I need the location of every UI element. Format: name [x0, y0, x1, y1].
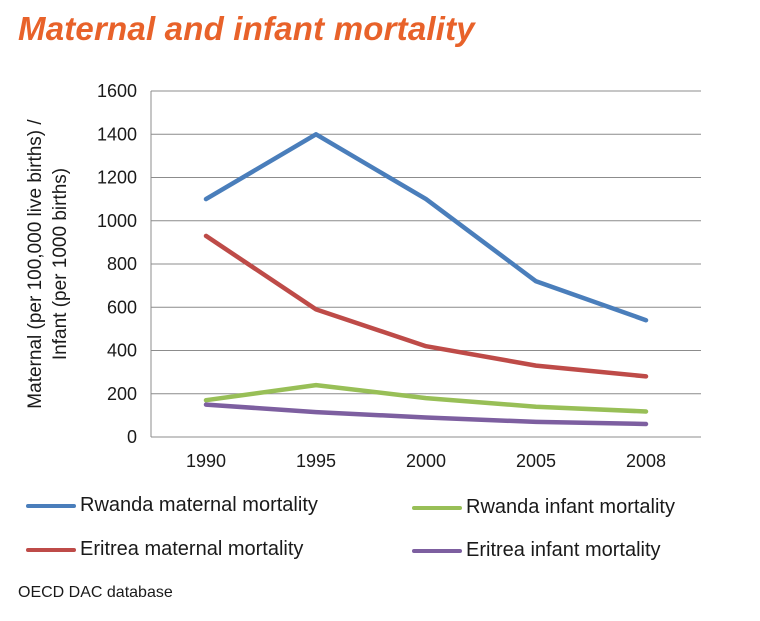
x-tick-label: 2000 [406, 451, 446, 471]
y-axis-label-line: Infant (per 1000 births) [50, 168, 71, 360]
series-line-rwanda-infant-mortality [203, 382, 649, 414]
y-tick-label: 1200 [97, 168, 137, 188]
series-line-rwanda-maternal-mortality [203, 132, 649, 323]
series-line-eritrea-maternal-mortality [203, 233, 649, 379]
y-tick-label: 400 [107, 341, 137, 361]
chart-title: Maternal and infant mortality [18, 10, 475, 47]
x-tick-label: 1995 [296, 451, 336, 471]
y-tick-label: 600 [107, 297, 137, 317]
y-tick-label: 0 [127, 427, 137, 447]
series-lines [203, 132, 649, 427]
x-tick-label: 1990 [186, 451, 226, 471]
y-tick-label: 1000 [97, 211, 137, 231]
y-tick-label: 800 [107, 254, 137, 274]
y-tick-label: 1600 [97, 81, 137, 101]
x-tick-label: 2005 [516, 451, 556, 471]
tick-labels: 0 200 400 600 800 1000 1200 1400 1600 1990 1995 200… [97, 81, 666, 471]
series-line-eritrea-infant-mortality [203, 402, 649, 427]
y-tick-label: 200 [107, 384, 137, 404]
x-tick-label: 2008 [626, 451, 666, 471]
source-note: OECD DAC database [18, 584, 173, 601]
axes [150, 91, 701, 438]
y-axis-label-line: Maternal (per 100,000 live births) / [25, 119, 46, 409]
y-axis-label: Maternal (per 100,000 live births) / Infa… [25, 119, 71, 409]
y-tick-label: 1400 [97, 124, 137, 144]
